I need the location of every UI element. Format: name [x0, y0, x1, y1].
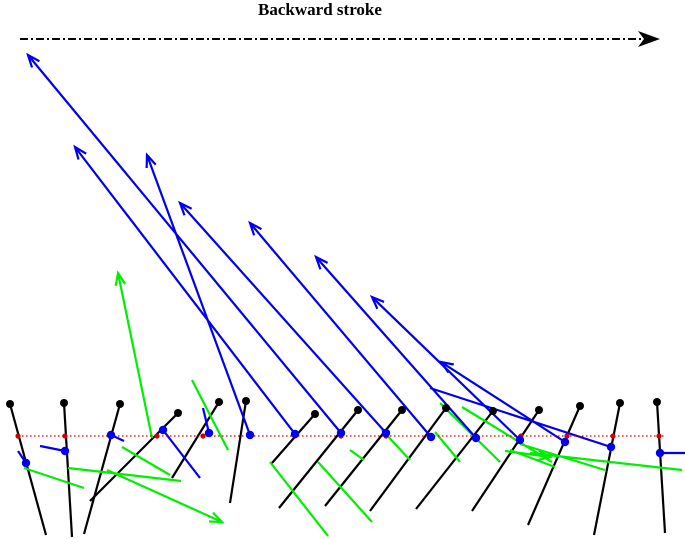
- leg-line: [89, 412, 179, 502]
- leg-tip: [535, 406, 543, 414]
- leg-line: [592, 402, 622, 536]
- joint-point: [245, 430, 255, 440]
- force-vector-head: [114, 270, 127, 286]
- joint-point: [426, 432, 436, 442]
- force-vector: [106, 468, 223, 524]
- joint-point: [290, 429, 300, 439]
- velocity-vector: [39, 444, 66, 453]
- velocity-vector-head: [438, 360, 454, 374]
- leg-tip: [174, 409, 182, 417]
- joint-point: [471, 433, 481, 443]
- leg-line: [62, 402, 74, 538]
- velocity-vector-head: [314, 254, 329, 270]
- leg-tip: [6, 400, 14, 408]
- force-vector: [317, 461, 373, 523]
- reference-point: [610, 433, 616, 439]
- velocity-vector: [201, 407, 211, 434]
- velocity-vector: [440, 361, 566, 443]
- joint-point: [336, 428, 346, 438]
- joint-point: [106, 430, 116, 440]
- leg-line: [415, 410, 494, 510]
- joint-point: [381, 428, 391, 438]
- velocity-vector: [145, 154, 252, 436]
- leg-tip: [116, 400, 124, 408]
- leg-tip: [215, 398, 223, 406]
- reference-point: [200, 433, 206, 439]
- joint-points: [21, 425, 665, 468]
- force-vector: [67, 466, 182, 483]
- leg-tip: [354, 406, 362, 414]
- joint-point: [158, 425, 168, 435]
- leg-tip: [311, 410, 319, 418]
- reference-point: [62, 433, 68, 439]
- force-vector: [23, 466, 85, 490]
- leg-line: [82, 403, 122, 535]
- joint-point: [60, 446, 70, 456]
- force-vector: [121, 446, 171, 476]
- leg-tip: [616, 399, 624, 407]
- reference-point: [656, 433, 662, 439]
- force-vector-head: [208, 511, 225, 524]
- velocity-vector: [27, 54, 342, 434]
- joint-point: [515, 435, 525, 445]
- force-vector: [269, 461, 329, 537]
- leg-line: [369, 407, 447, 512]
- velocity-vector-head: [369, 294, 385, 310]
- leg-line: [271, 413, 316, 464]
- velocity-vector-head: [26, 52, 40, 68]
- leg-tips: [6, 397, 661, 418]
- joint-point: [655, 448, 665, 458]
- leg-tip: [576, 402, 584, 410]
- force-vector: [349, 449, 365, 461]
- leg-tip: [442, 404, 450, 412]
- leg-lines: [8, 400, 667, 538]
- force-vectors: [23, 270, 683, 537]
- joint-point: [606, 442, 616, 452]
- reference-point: [154, 433, 160, 439]
- joint-point: [560, 437, 570, 447]
- velocity-vector-head: [178, 200, 193, 216]
- force-vector: [529, 451, 683, 472]
- leg-tip: [489, 407, 497, 415]
- force-vector-head: [537, 449, 553, 462]
- direction-arrow-head: [638, 31, 660, 47]
- leg-tip: [398, 406, 406, 414]
- reference-point: [15, 433, 21, 439]
- velocity-vector: [74, 146, 296, 435]
- leg-line: [171, 401, 220, 479]
- leg-line: [324, 409, 403, 507]
- velocity-vector: [429, 386, 612, 449]
- force-vector: [504, 449, 551, 459]
- force-vector: [116, 272, 154, 439]
- leg-tip: [60, 399, 68, 407]
- velocity-vector-head: [145, 152, 157, 169]
- joint-point: [21, 458, 31, 468]
- leg-tip: [653, 398, 661, 406]
- figure-title: Backward stroke: [258, 0, 382, 19]
- velocity-vector-head: [248, 220, 262, 236]
- joint-point: [204, 428, 214, 438]
- reference-point: [564, 433, 570, 439]
- velocity-vector: [162, 429, 201, 479]
- velocity-vector: [179, 202, 387, 434]
- velocity-vector: [315, 256, 477, 439]
- leg-tip: [242, 397, 250, 405]
- velocity-vectors: [17, 52, 685, 479]
- velocity-vector-head: [73, 144, 87, 160]
- velocity-vector: [249, 222, 432, 438]
- force-vector: [191, 379, 229, 451]
- force-vector: [434, 431, 461, 463]
- leg-line: [471, 409, 540, 512]
